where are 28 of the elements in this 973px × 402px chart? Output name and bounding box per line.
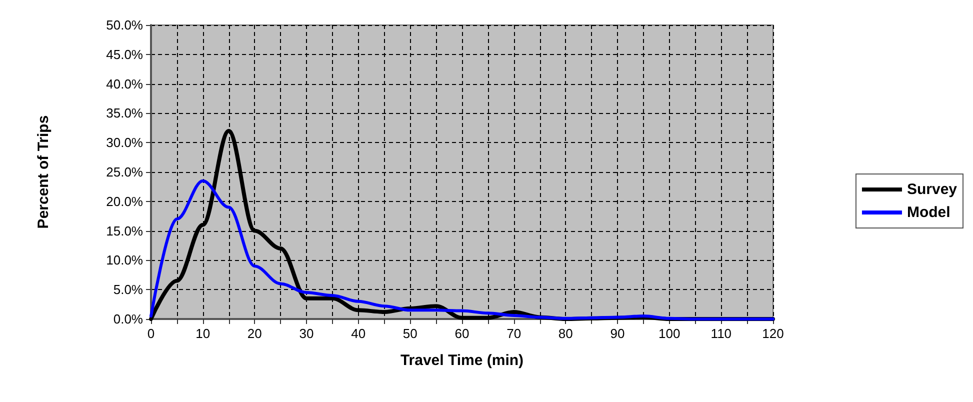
- y-tick-label: 25.0%: [106, 164, 144, 180]
- y-tick-label: 15.0%: [106, 223, 144, 238]
- x-tick-label: 40: [351, 326, 366, 341]
- y-tick-label: 5.0%: [113, 282, 144, 298]
- x-tick-label: 10: [196, 326, 210, 341]
- x-tick-label: 100: [658, 326, 680, 341]
- x-tick-label: 60: [454, 326, 470, 341]
- y-tick-label: 40.0%: [106, 76, 144, 92]
- x-tick-label: 30: [299, 326, 314, 341]
- x-tick-label: 120: [762, 326, 784, 341]
- x-tick-label: 20: [247, 326, 262, 341]
- legend-label: Survey: [906, 181, 958, 198]
- y-tick-label: 10.0%: [106, 252, 144, 268]
- y-tick-label: 0.0%: [113, 312, 144, 326]
- legend-label: Model: [906, 204, 950, 221]
- y-tick-label: 20.0%: [106, 194, 144, 209]
- x-tick-label: 70: [506, 326, 522, 341]
- x-tick-label: 80: [558, 326, 573, 341]
- x-tick-label: 50: [402, 326, 418, 341]
- y-tick-label: 35.0%: [106, 106, 144, 121]
- y-tick-label: 45.0%: [106, 46, 144, 62]
- y-tick-label: 50.0%: [106, 18, 144, 32]
- y-axis-title: Percent of Trips: [35, 115, 52, 229]
- y-tick-label: 30.0%: [106, 135, 144, 150]
- x-tick-label: 110: [710, 326, 732, 341]
- x-axis-title: Travel Time (min): [400, 352, 524, 369]
- x-tick-label: 0: [147, 326, 155, 341]
- x-tick-label: 90: [610, 326, 625, 341]
